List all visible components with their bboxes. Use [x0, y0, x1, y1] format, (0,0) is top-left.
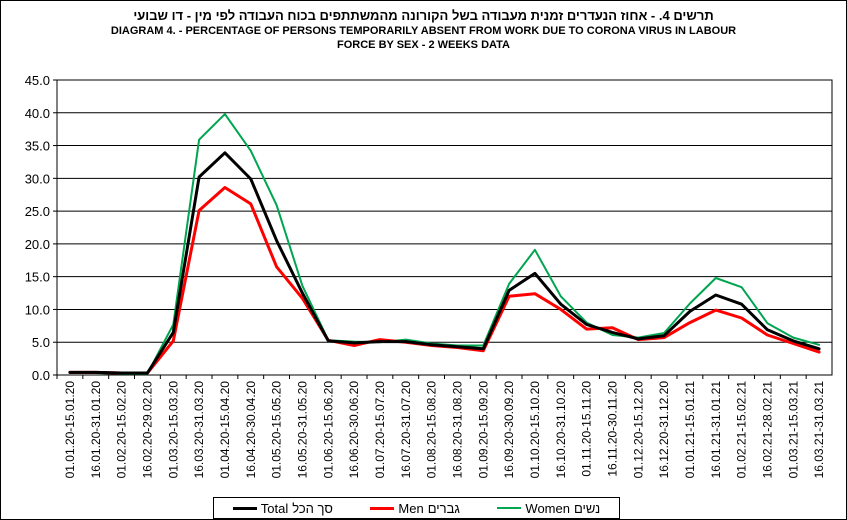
x-tick-label: 01.01.21-15.01.21 [683, 381, 697, 479]
x-tick-label: 16.06.20-30.06.20 [347, 381, 361, 479]
x-tick-label: 01.04.20-15.04.20 [218, 381, 232, 479]
legend-item-men: Men גברים [370, 500, 460, 516]
y-tick-label: 0.0 [32, 368, 50, 383]
x-tick-label: 01.01.20-15.01.20 [63, 381, 77, 479]
legend: Total סך הכל Men גברים Women נשים [213, 497, 620, 519]
x-tick-label: 01.02.20-15.02.20 [115, 381, 129, 479]
y-tick-label: 40.0 [25, 106, 50, 121]
series-lines [68, 113, 821, 375]
legend-swatch-women [497, 507, 522, 509]
y-tick-label: 20.0 [25, 237, 50, 252]
legend-label-women-en: Women [525, 500, 570, 516]
x-tick-label: 01.09.20-15.09.20 [476, 381, 490, 479]
x-tick-label: 16.02.21-28.02.21 [760, 381, 774, 479]
chart-title-english-line2: FORCE BY SEX - 2 WEEKS DATA [337, 39, 510, 51]
y-tick-label: 10.0 [25, 302, 50, 317]
x-tick-label: 16.09.20-30.09.20 [502, 381, 516, 479]
legend-item-total: Total סך הכל [232, 500, 333, 516]
x-tick-label: 01.10.20-15.10.20 [528, 381, 542, 479]
x-tick-label: 01.03.21-15.03.21 [786, 381, 800, 479]
x-tick-label: 01.08.20-15.08.20 [425, 381, 439, 479]
y-tick-label: 45.0 [25, 73, 50, 88]
x-axis-ticks: 01.01.20-15.01.20 16.01.20-31.01.20 01.02.… [56, 375, 826, 479]
x-tick-label: 16.12.20-31.12.20 [657, 381, 671, 479]
x-tick-label: 01.03.20-15.03.20 [166, 381, 180, 479]
series-line-total [68, 151, 821, 375]
chart-title-english-line1: DIAGRAM 4. - PERCENTAGE OF PERSONS TEMPO… [110, 25, 737, 37]
legend-swatch-men [370, 506, 395, 510]
gridlines [57, 79, 832, 376]
y-tick-label: 25.0 [25, 204, 50, 219]
y-tick-label: 35.0 [25, 139, 50, 154]
y-axis-ticks: 0.0 5.0 10.0 15.0 20.0 25.0 30.0 35.0 40.0 45.0 [25, 73, 57, 383]
legend-label-total-en: Total [260, 500, 289, 516]
legend-label-total-he: סך הכל [292, 500, 333, 516]
x-tick-label: 01.06.20-15.06.20 [321, 381, 335, 479]
x-tick-label: 16.08.20-31.08.20 [450, 381, 464, 479]
x-tick-label: 16.01.21-31.01.21 [709, 381, 723, 479]
legend-label-men-en: Men [398, 500, 424, 516]
x-tick-label: 01.12.20-15.12.20 [631, 381, 645, 479]
x-tick-label: 16.11.20-30.11.20 [605, 381, 619, 477]
legend-label-women-he: נשים [573, 500, 601, 516]
x-tick-label: 01.07.20-15.07.20 [373, 381, 387, 479]
x-tick-label: 16.10.20-31.10.20 [554, 381, 568, 479]
x-tick-label: 16.02.20-29.02.20 [140, 381, 154, 479]
x-tick-label: 01.05.20-15.05.20 [270, 381, 284, 479]
x-tick-label: 16.05.20-31.05.20 [295, 381, 309, 479]
x-tick-label: 16.03.20-31.03.20 [192, 381, 206, 479]
x-tick-label: 01.02.21-15.02.21 [735, 381, 749, 479]
chart-title-hebrew: תרשים 4. - אחוז הנעדרים זמנית מעבודה בשל… [133, 8, 714, 23]
legend-swatch-total [232, 506, 257, 510]
x-tick-label: 16.01.20-31.01.20 [89, 381, 103, 479]
legend-item-women: Women נשים [497, 501, 600, 516]
legend-label-men-he: גברים [427, 500, 460, 516]
x-tick-label: 16.07.20-31.07.20 [399, 381, 413, 479]
y-tick-label: 5.0 [32, 335, 50, 350]
y-tick-label: 30.0 [25, 171, 50, 186]
x-tick-label: 16.03.21-31.03.21 [812, 381, 826, 479]
x-tick-label: 01.11.20-15.11.20 [580, 381, 594, 477]
x-tick-label: 16.04.20-30.04.20 [244, 381, 258, 479]
chart-titles: תרשים 4. - אחוז הנעדרים זמנית מעבודה בשל… [0, 8, 847, 52]
y-tick-label: 15.0 [25, 270, 50, 285]
